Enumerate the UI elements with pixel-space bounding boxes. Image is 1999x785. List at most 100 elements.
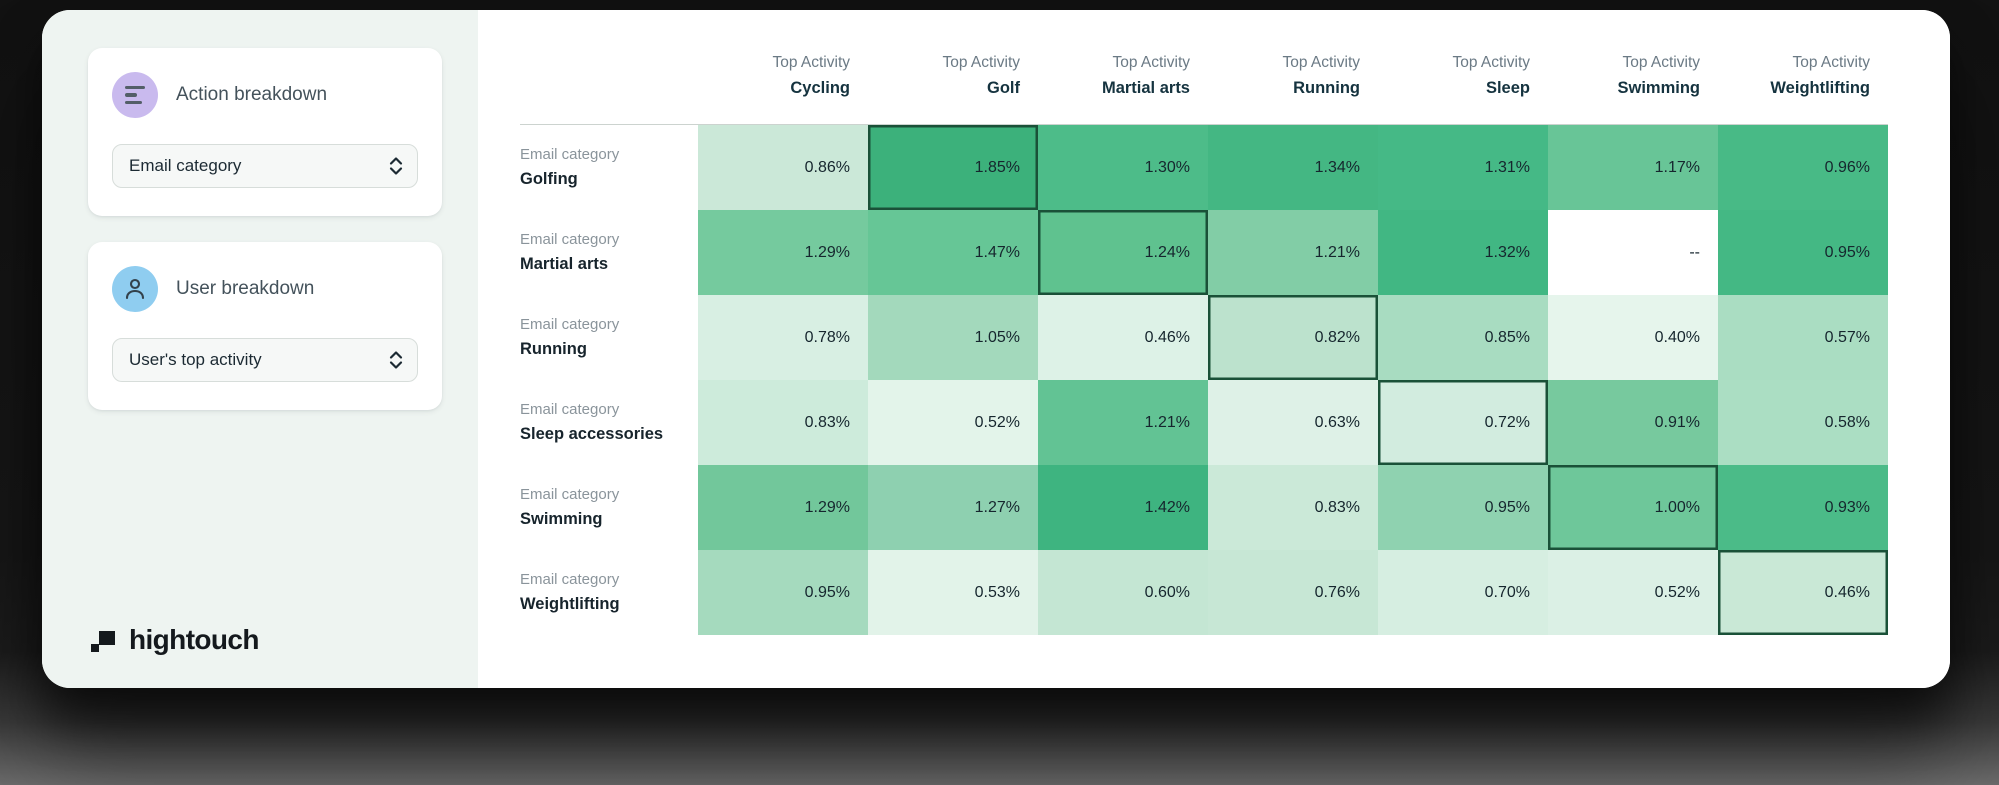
row-label-prefix: Email category bbox=[520, 571, 620, 588]
column-header-name: Weightlifting bbox=[1770, 79, 1870, 97]
heatmap-cell[interactable]: -- bbox=[1548, 210, 1718, 295]
action-breakdown-header: Action breakdown bbox=[112, 72, 418, 118]
column-header-name: Swimming bbox=[1617, 79, 1700, 97]
column-header-prefix: Top Activity bbox=[1792, 54, 1870, 71]
heatmap-cell[interactable]: 1.21% bbox=[1038, 380, 1208, 465]
column-header-name: Martial arts bbox=[1101, 79, 1190, 97]
heatmap: Top Activity Cycling Top Activity Golf Top A… bbox=[520, 44, 1950, 635]
column-header-prefix: Top Activity bbox=[1282, 54, 1360, 71]
row-label-name: Sleep accessories bbox=[520, 425, 664, 443]
row-label: Email category Swimming bbox=[520, 465, 698, 550]
heatmap-cell[interactable]: 0.58% bbox=[1718, 380, 1888, 465]
heatmap-cell[interactable]: 0.52% bbox=[868, 380, 1038, 465]
heatmap-cell[interactable]: 1.30% bbox=[1038, 125, 1208, 210]
column-header: Top Activity Weightlifting bbox=[1718, 44, 1888, 125]
column-header-name: Cycling bbox=[790, 79, 850, 97]
column-header-prefix: Top Activity bbox=[772, 54, 850, 71]
column-header: Top Activity Martial arts bbox=[1038, 44, 1208, 125]
user-breakdown-card: User breakdown User's top activity bbox=[88, 242, 442, 410]
heatmap-cell[interactable]: 0.72% bbox=[1378, 380, 1548, 465]
column-header: Top Activity Running bbox=[1208, 44, 1378, 125]
heatmap-cell[interactable]: 0.95% bbox=[698, 550, 868, 635]
heatmap-cell[interactable]: 0.63% bbox=[1208, 380, 1378, 465]
person-icon bbox=[112, 266, 158, 312]
heatmap-cell[interactable]: 0.57% bbox=[1718, 295, 1888, 380]
heatmap-cell[interactable]: 0.83% bbox=[698, 380, 868, 465]
heatmap-cell[interactable]: 0.70% bbox=[1378, 550, 1548, 635]
user-breakdown-select-value: User's top activity bbox=[129, 350, 262, 369]
heatmap-panel: Top Activity Cycling Top Activity Golf Top A… bbox=[478, 10, 1950, 688]
heatmap-cell[interactable]: 1.29% bbox=[698, 465, 868, 550]
column-header-prefix: Top Activity bbox=[942, 54, 1020, 71]
heatmap-cell[interactable]: 1.27% bbox=[868, 465, 1038, 550]
heatmap-cell[interactable]: 1.17% bbox=[1548, 125, 1718, 210]
heatmap-cell[interactable]: 0.40% bbox=[1548, 295, 1718, 380]
chevron-updown-icon bbox=[388, 156, 404, 176]
heatmap-cell[interactable]: 0.53% bbox=[868, 550, 1038, 635]
heatmap-cell[interactable]: 0.60% bbox=[1038, 550, 1208, 635]
action-breakdown-title: Action breakdown bbox=[176, 84, 328, 105]
row-label-name: Golfing bbox=[520, 170, 578, 188]
user-breakdown-title: User breakdown bbox=[176, 278, 315, 299]
heatmap-corner bbox=[520, 44, 698, 125]
hightouch-logo-text: hightouch bbox=[129, 624, 260, 655]
row-label: Email category Sleep accessories bbox=[520, 380, 698, 465]
heatmap-cell[interactable]: 0.95% bbox=[1378, 465, 1548, 550]
row-label: Email category Weightlifting bbox=[520, 550, 698, 635]
column-header-prefix: Top Activity bbox=[1452, 54, 1530, 71]
heatmap-cell[interactable]: 0.96% bbox=[1718, 125, 1888, 210]
column-header: Top Activity Swimming bbox=[1548, 44, 1718, 125]
hightouch-logo: hightouch bbox=[90, 624, 260, 656]
heatmap-cell[interactable]: 1.00% bbox=[1548, 465, 1718, 550]
heatmap-cell[interactable]: 1.24% bbox=[1038, 210, 1208, 295]
heatmap-cell[interactable]: 0.83% bbox=[1208, 465, 1378, 550]
user-breakdown-header: User breakdown bbox=[112, 266, 418, 312]
heatmap-cell[interactable]: 0.95% bbox=[1718, 210, 1888, 295]
row-label: Email category Running bbox=[520, 295, 698, 380]
app-window: Action breakdown Email category bbox=[42, 10, 1950, 688]
column-header: Top Activity Golf bbox=[868, 44, 1038, 125]
heatmap-cell[interactable]: 0.82% bbox=[1208, 295, 1378, 380]
row-label-name: Running bbox=[520, 340, 587, 358]
row-label-name: Martial arts bbox=[520, 255, 609, 273]
row-label-prefix: Email category bbox=[520, 231, 620, 248]
row-label-prefix: Email category bbox=[520, 401, 620, 418]
heatmap-cell[interactable]: 0.46% bbox=[1718, 550, 1888, 635]
heatmap-cell[interactable]: 0.93% bbox=[1718, 465, 1888, 550]
column-header: Top Activity Cycling bbox=[698, 44, 868, 125]
heatmap-cell[interactable]: 0.78% bbox=[698, 295, 868, 380]
row-label-prefix: Email category bbox=[520, 146, 620, 163]
row-label-name: Weightlifting bbox=[520, 595, 620, 613]
heatmap-cell[interactable]: 1.21% bbox=[1208, 210, 1378, 295]
column-header-name: Golf bbox=[987, 79, 1020, 97]
bars-icon bbox=[112, 72, 158, 118]
heatmap-cell[interactable]: 1.31% bbox=[1378, 125, 1548, 210]
heatmap-cell[interactable]: 0.46% bbox=[1038, 295, 1208, 380]
heatmap-cell[interactable]: 1.29% bbox=[698, 210, 868, 295]
user-breakdown-select[interactable]: User's top activity bbox=[112, 338, 418, 382]
action-breakdown-select[interactable]: Email category bbox=[112, 144, 418, 188]
heatmap-cell[interactable]: 1.85% bbox=[868, 125, 1038, 210]
row-label: Email category Martial arts bbox=[520, 210, 698, 295]
column-header-prefix: Top Activity bbox=[1622, 54, 1700, 71]
row-label-prefix: Email category bbox=[520, 486, 620, 503]
heatmap-cell[interactable]: 1.47% bbox=[868, 210, 1038, 295]
sidebar: Action breakdown Email category bbox=[42, 10, 478, 688]
heatmap-cell[interactable]: 0.52% bbox=[1548, 550, 1718, 635]
heatmap-cell[interactable]: 0.76% bbox=[1208, 550, 1378, 635]
heatmap-cell[interactable]: 0.86% bbox=[698, 125, 868, 210]
heatmap-cell[interactable]: 1.05% bbox=[868, 295, 1038, 380]
row-label: Email category Golfing bbox=[520, 125, 698, 210]
action-breakdown-select-value: Email category bbox=[129, 156, 242, 175]
heatmap-cell[interactable]: 1.34% bbox=[1208, 125, 1378, 210]
row-label-prefix: Email category bbox=[520, 316, 620, 333]
column-header-prefix: Top Activity bbox=[1112, 54, 1190, 71]
column-header: Top Activity Sleep bbox=[1378, 44, 1548, 125]
column-header-name: Running bbox=[1293, 79, 1360, 97]
heatmap-cell[interactable]: 1.32% bbox=[1378, 210, 1548, 295]
heatmap-cell[interactable]: 1.42% bbox=[1038, 465, 1208, 550]
heatmap-cell[interactable]: 0.85% bbox=[1378, 295, 1548, 380]
hightouch-logo-mark-icon bbox=[90, 627, 116, 653]
heatmap-cell[interactable]: 0.91% bbox=[1548, 380, 1718, 465]
